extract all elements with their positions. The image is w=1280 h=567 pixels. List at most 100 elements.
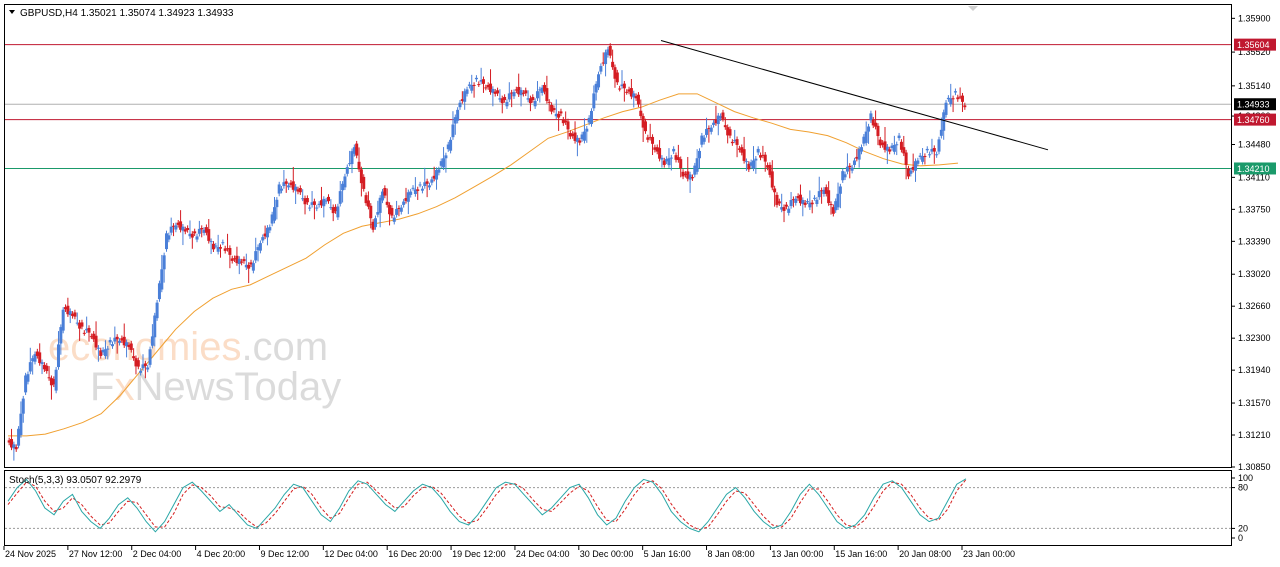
collapse-triangle-icon[interactable] [9,10,15,14]
candle-body [850,167,854,171]
candle-body [169,226,173,233]
candle-body [568,132,572,137]
candle-body [221,242,225,244]
candle-body [397,208,401,210]
candle-body [679,159,683,169]
price-tags: 1.35604 1.34933 1.34760 1.34210 [1234,38,1276,175]
candle-body [735,139,739,145]
candle-body [587,117,591,123]
candle-body [557,113,561,118]
candle-body [324,200,328,202]
candle-body [258,243,262,251]
candle-body [263,233,267,237]
candle-body [399,207,403,212]
candle-body [157,283,161,300]
candle-body [909,170,913,174]
candle-body [489,83,493,93]
candle-body [378,197,382,213]
candle-body [648,137,652,139]
candle-body [683,173,687,175]
candle-body [40,362,44,364]
candle-body [674,155,678,160]
candle-body [305,198,309,203]
candle-body [113,337,117,342]
candle-body [458,102,462,108]
candle-body [925,148,929,151]
candle-body [261,237,265,241]
price-tag-label-current: 1.34933 [1237,100,1270,110]
candle-body [815,199,819,205]
candle-body [686,171,690,179]
candle-body [383,188,387,196]
candle-body [883,141,887,150]
candle-body [96,347,100,349]
candle-body [796,196,800,199]
candle-body [129,343,133,350]
candle-body [357,161,361,170]
candle-body [681,171,685,177]
candle-body [110,344,114,347]
candle-body [66,305,70,315]
candle-body [164,233,168,250]
candle-body [395,208,399,215]
svg-text:FxNewsToday: FxNewsToday [90,365,341,409]
candle-body [68,311,72,316]
candle-body [552,108,556,111]
candle-body [559,111,563,114]
candle-body [547,101,551,103]
candle-body [449,139,453,151]
stoch-tick-label: 0 [1238,533,1243,543]
candle-body [688,174,692,180]
candle-body [721,112,725,119]
candle-body [287,185,291,188]
candle-body [843,174,847,178]
candle-body [484,87,488,89]
scroll-marker-icon[interactable] [968,6,978,11]
candle-body [174,225,178,230]
candle-body [204,227,208,233]
candle-body [582,131,586,141]
candle-body [256,247,260,251]
candle-body [892,144,896,152]
candle-body [247,264,251,269]
candle-body [888,149,892,152]
candle-body [930,148,934,152]
candle-body [655,147,659,152]
candle-body [301,198,305,200]
candle-body [535,91,539,99]
candle-body [958,96,962,98]
candle-body [430,179,434,183]
candle-body [639,110,643,117]
candle-body [728,129,732,136]
candle-body [284,181,288,184]
candle-body [599,66,603,72]
candle-body [831,207,835,214]
candle-body [329,207,333,209]
candle-body [336,206,340,218]
candle-body [280,188,284,191]
candle-body [613,67,617,79]
candle-body [822,189,826,195]
x-tick-label: 16 Dec 20:00 [388,549,442,559]
candle-body [653,147,657,150]
candle-body [695,158,699,172]
candle-body [148,349,152,365]
candle-body [75,322,79,324]
candle-body [38,352,42,364]
candle-body [242,259,246,262]
candle-body [291,181,295,190]
x-tick-label: 20 Jan 08:00 [899,549,951,559]
candle-body [214,245,218,247]
candle-body [45,365,49,372]
candle-body [651,136,655,144]
candle-body [932,148,936,152]
candle-body [676,157,680,161]
candle-body [92,333,96,340]
symbol-label: GBPUSD,H4 1.35021 1.35074 1.34923 1.3493… [20,8,234,19]
candle-body [845,166,849,172]
candle-body [371,221,375,230]
candle-body [270,214,274,224]
y-tick-label: 1.30850 [1238,462,1271,472]
candle-body [409,191,413,195]
